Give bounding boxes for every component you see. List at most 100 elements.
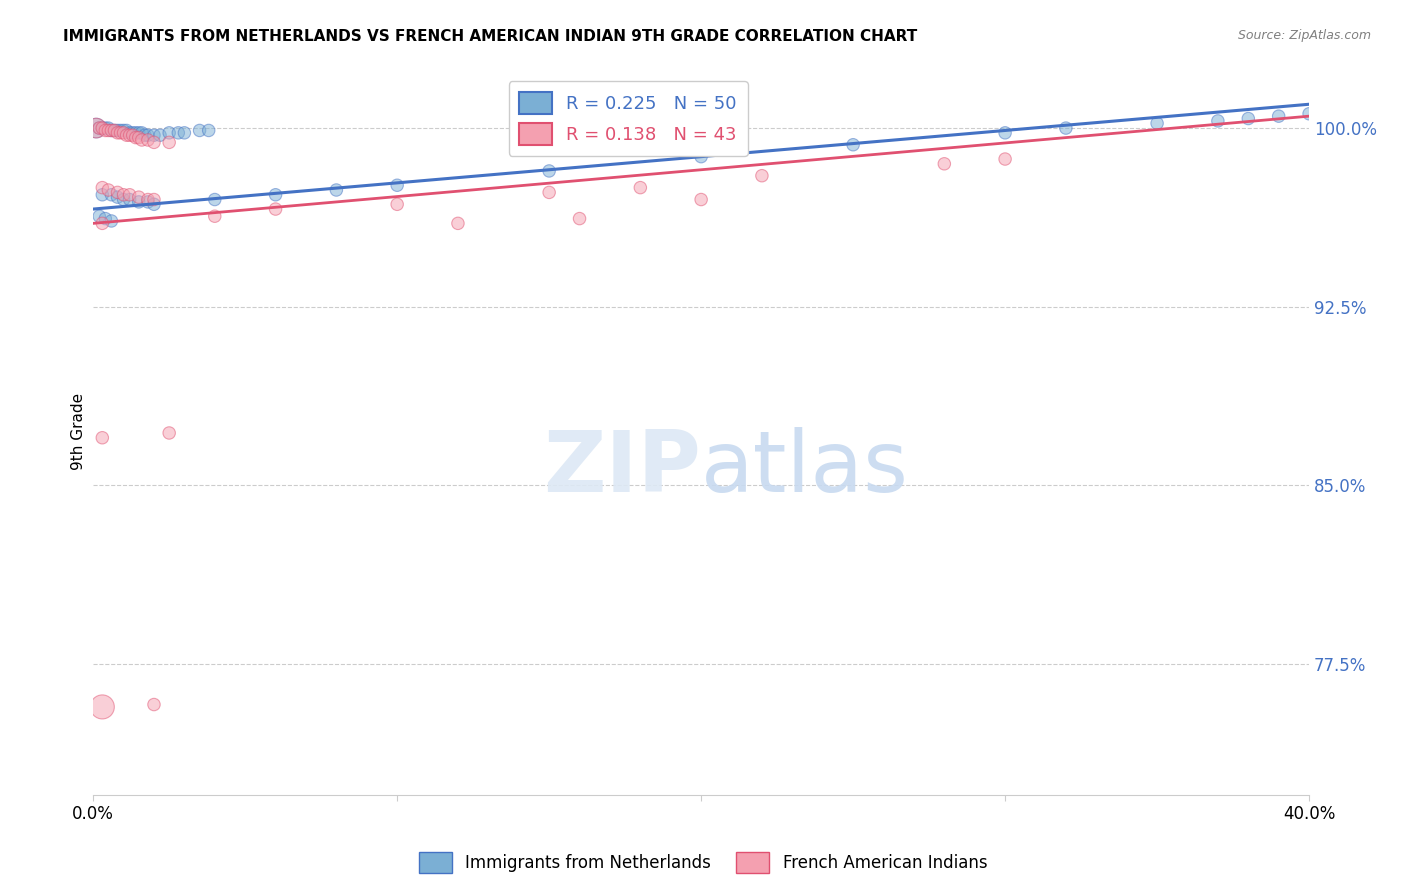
Point [91,180,114,194]
Point [157,425,180,440]
Point [1267,109,1289,123]
Text: atlas: atlas [702,426,910,509]
Point [934,157,956,171]
Point [128,190,150,204]
Point [136,193,159,207]
Point [100,187,122,202]
Point [690,150,713,164]
Point [125,126,148,140]
Point [173,126,195,140]
Point [110,123,132,137]
Point [1237,112,1260,126]
Point [103,123,125,137]
Point [94,121,117,136]
Point [149,128,172,143]
Point [91,431,114,445]
Point [136,128,159,143]
Point [1298,107,1320,121]
Point [204,193,226,207]
Point [112,123,135,137]
Point [197,123,219,137]
Point [100,214,122,228]
Point [107,190,129,204]
Point [115,123,138,137]
Point [91,121,114,136]
Point [125,130,148,145]
Point [264,187,287,202]
Point [131,126,153,140]
Point [103,123,125,137]
Point [118,126,141,140]
Point [121,126,143,140]
Point [157,136,180,150]
Point [131,133,153,147]
Point [628,180,651,194]
Y-axis label: 9th Grade: 9th Grade [72,393,86,470]
Point [188,123,211,137]
Point [325,183,347,197]
Point [97,183,120,197]
Point [89,209,111,223]
Point [167,126,190,140]
Point [100,123,122,137]
Point [994,126,1017,140]
Point [115,128,138,143]
Point [204,209,226,223]
Point [118,187,141,202]
Point [538,186,561,200]
Point [128,126,150,140]
Point [447,216,470,230]
Point [97,121,120,136]
Point [264,202,287,216]
Point [143,197,166,211]
Point [134,128,156,143]
Point [136,133,159,147]
Point [842,137,865,152]
Point [136,194,159,209]
Point [107,123,129,137]
Point [112,187,135,202]
Point [1206,114,1229,128]
Point [128,130,150,145]
Point [91,216,114,230]
Point [143,128,166,143]
Point [157,126,180,140]
Point [107,186,129,200]
Point [143,698,166,712]
Point [1146,116,1168,130]
Point [107,126,129,140]
Text: ZIP: ZIP [543,426,702,509]
Point [94,211,117,226]
Point [97,123,120,137]
Point [100,123,122,137]
Point [110,126,132,140]
Point [690,193,713,207]
Point [538,164,561,178]
Point [112,193,135,207]
Point [385,197,408,211]
Point [89,121,111,136]
Point [751,169,773,183]
Point [91,700,114,714]
Text: Source: ZipAtlas.com: Source: ZipAtlas.com [1237,29,1371,42]
Point [568,211,591,226]
Point [91,121,114,136]
Point [89,121,111,136]
Point [143,193,166,207]
Legend: R = 0.225   N = 50, R = 0.138   N = 43: R = 0.225 N = 50, R = 0.138 N = 43 [509,81,748,156]
Point [84,121,107,136]
Legend: Immigrants from Netherlands, French American Indians: Immigrants from Netherlands, French Amer… [412,846,994,880]
Point [112,126,135,140]
Point [994,152,1017,166]
Point [128,194,150,209]
Text: IMMIGRANTS FROM NETHERLANDS VS FRENCH AMERICAN INDIAN 9TH GRADE CORRELATION CHAR: IMMIGRANTS FROM NETHERLANDS VS FRENCH AM… [63,29,918,44]
Point [385,178,408,193]
Point [94,123,117,137]
Point [118,128,141,143]
Point [91,187,114,202]
Point [121,128,143,143]
Point [1054,121,1077,136]
Point [143,136,166,150]
Point [84,121,107,136]
Point [118,193,141,207]
